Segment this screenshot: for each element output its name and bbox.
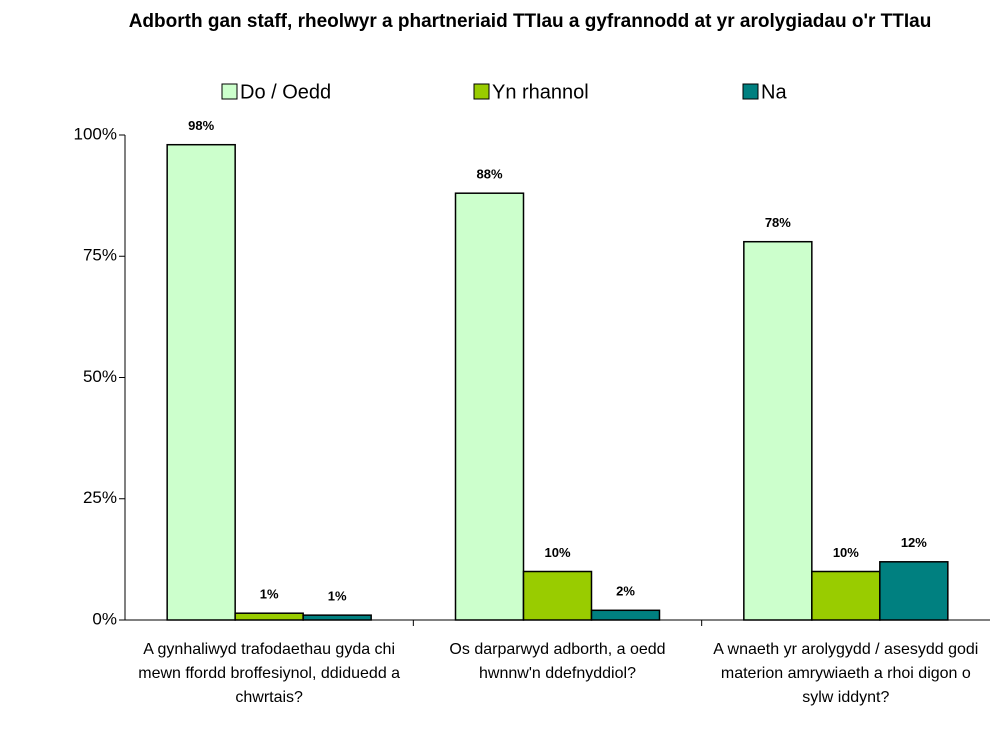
legend-swatch <box>742 83 759 100</box>
data-label: 12% <box>901 535 927 550</box>
chart-title: Adborth gan staff, rheolwyr a phartneria… <box>128 11 932 32</box>
bar <box>811 570 881 621</box>
x-tick-label: A gynhaliwyd trafodaethau gyda chi mewn … <box>138 641 401 706</box>
bar <box>590 609 661 621</box>
x-tick-label: A wnaeth yr arolygydd / asesydd godi mat… <box>713 641 979 706</box>
data-label: 98% <box>188 118 214 133</box>
bar <box>522 570 593 621</box>
y-tick-label: 100% <box>74 124 117 143</box>
bar <box>879 561 949 621</box>
bar <box>454 192 525 621</box>
legend-swatch <box>221 83 238 100</box>
data-label: 88% <box>476 167 502 182</box>
x-tick-label: Os darparwyd adborth, a oedd hwnnw'n dde… <box>449 641 666 682</box>
bar <box>743 240 813 621</box>
y-tick-label: 25% <box>83 488 117 507</box>
data-label: 1% <box>328 589 347 604</box>
y-tick-label: 75% <box>83 246 117 265</box>
legend-label: Yn rhannol <box>492 81 589 103</box>
y-tick-label: 0% <box>92 609 117 628</box>
y-tick-label: 50% <box>83 367 117 386</box>
data-label: 10% <box>833 545 859 560</box>
bar <box>302 614 372 621</box>
data-label: 78% <box>765 215 791 230</box>
legend-swatch <box>473 83 490 100</box>
legend-label: Do / Oedd <box>240 81 331 103</box>
data-label: 10% <box>544 545 570 560</box>
bar <box>234 612 304 621</box>
data-label: 1% <box>260 587 279 602</box>
legend-label: Na <box>761 81 787 103</box>
data-label: 2% <box>616 584 635 599</box>
bar <box>166 143 236 621</box>
